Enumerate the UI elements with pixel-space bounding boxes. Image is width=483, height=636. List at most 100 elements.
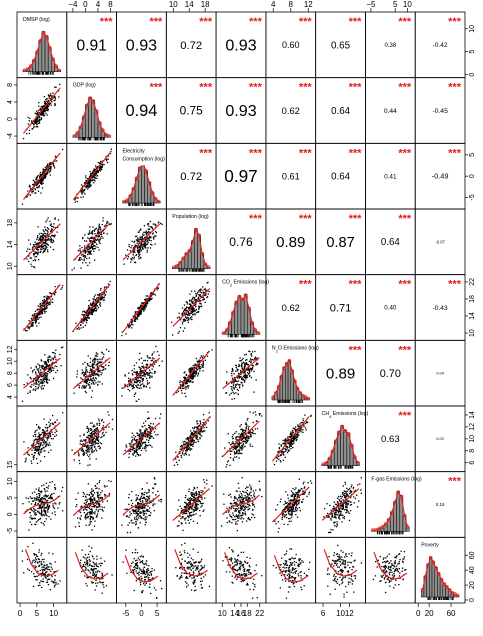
scatter-point xyxy=(127,388,129,390)
scatter-point xyxy=(38,451,40,453)
scatter-point xyxy=(99,371,101,373)
scatter-point xyxy=(238,383,240,386)
scatter-point xyxy=(41,245,43,248)
scatter-point xyxy=(95,167,97,169)
scatter-point xyxy=(51,235,53,237)
panel-6-3 xyxy=(165,405,217,473)
scatter-point xyxy=(80,191,82,193)
scatter-point xyxy=(232,383,235,385)
scatter-point xyxy=(99,305,102,307)
scatter-point xyxy=(41,448,43,451)
scatter-point xyxy=(47,365,50,367)
scatter-point xyxy=(241,382,243,384)
scatter-point xyxy=(26,258,28,260)
scatter-point xyxy=(256,357,258,359)
scatter-point xyxy=(149,231,151,233)
scatter-point xyxy=(238,373,240,375)
scatter-point xyxy=(85,320,88,322)
scatter-point xyxy=(132,443,134,445)
scatter-point xyxy=(151,364,153,366)
scatter-point xyxy=(147,302,149,304)
scatter-point xyxy=(52,239,54,241)
scatter-point xyxy=(135,381,137,384)
scatter-point xyxy=(52,97,54,99)
scatter-point xyxy=(99,358,101,360)
scatter-point xyxy=(246,363,249,365)
scatter-point xyxy=(95,435,97,438)
scatter-point xyxy=(99,447,101,450)
scatter-point xyxy=(232,391,234,393)
scatter-point xyxy=(43,385,45,387)
scatter-point xyxy=(34,317,36,320)
scatter-point xyxy=(186,437,188,440)
scatter-point xyxy=(234,378,236,381)
scatter-point xyxy=(149,444,152,447)
scatter-point xyxy=(92,451,94,453)
scatter-point xyxy=(48,237,50,240)
scatter-point xyxy=(195,303,197,305)
scatter-point xyxy=(85,322,88,324)
scatter-point xyxy=(102,217,104,219)
scatter-point xyxy=(175,451,177,453)
scatter-point xyxy=(245,359,247,361)
scatter-point xyxy=(242,385,244,387)
scatter-point xyxy=(84,440,86,442)
scatter-point xyxy=(151,353,154,355)
scatter-point xyxy=(89,387,91,389)
scatter-point xyxy=(133,251,135,253)
significance-stars: *** xyxy=(398,279,412,291)
scatter-point xyxy=(197,427,199,429)
scatter-point xyxy=(232,368,234,371)
scatter-point xyxy=(45,364,48,367)
scatter-point xyxy=(142,442,144,444)
scatter-point xyxy=(94,307,96,309)
scatter-point xyxy=(186,313,188,315)
scatter-point xyxy=(36,177,38,179)
scatter-point xyxy=(82,444,84,447)
scatter-point xyxy=(133,241,135,244)
scatter-point xyxy=(191,308,194,310)
scatter-point xyxy=(153,431,156,433)
scatter-point xyxy=(149,375,151,377)
scatter-point xyxy=(76,373,78,375)
scatter-point xyxy=(140,228,142,230)
scatter-point xyxy=(82,326,84,328)
scatter-point xyxy=(136,246,138,248)
scatter-point xyxy=(150,292,152,294)
scatter-point xyxy=(94,303,97,305)
scatter-point xyxy=(50,238,52,240)
scatter-point xyxy=(131,441,133,443)
scatter-point xyxy=(131,432,133,434)
scatter-point xyxy=(37,445,39,447)
panel-2-4: 0.97*** xyxy=(215,142,267,210)
scatter-point xyxy=(101,233,103,236)
panel-0-0: DMSP (log) xyxy=(16,11,68,79)
scatter-point xyxy=(85,177,87,179)
scatter-point xyxy=(38,233,41,235)
scatter-point xyxy=(45,172,47,174)
scatter-point xyxy=(187,380,190,382)
scatter-point xyxy=(46,114,48,116)
scatter-point xyxy=(104,294,106,296)
scatter-point xyxy=(28,239,30,241)
scatter-point xyxy=(32,380,34,383)
scatter-point xyxy=(30,188,32,190)
scatter-point xyxy=(204,359,206,361)
scatter-point xyxy=(93,371,95,374)
scatter-point xyxy=(143,306,145,308)
scatter-point xyxy=(97,445,99,448)
scatter-point xyxy=(34,241,36,243)
scatter-point xyxy=(91,435,93,437)
panel-6-0 xyxy=(16,405,68,473)
significance-stars: *** xyxy=(349,16,363,28)
scatter-point xyxy=(250,358,252,360)
scatter-point xyxy=(141,370,144,372)
significance-stars: *** xyxy=(398,213,412,225)
scatter-point xyxy=(41,313,43,315)
scatter-point xyxy=(135,400,137,402)
scatter-point xyxy=(144,306,146,309)
scatter-point xyxy=(146,434,148,436)
scatter-point xyxy=(140,367,142,370)
scatter-point xyxy=(57,90,60,92)
scatter-point xyxy=(46,299,48,301)
